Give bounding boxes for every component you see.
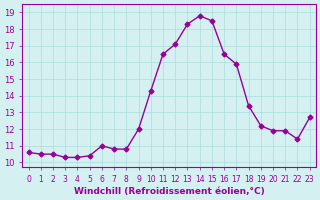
X-axis label: Windchill (Refroidissement éolien,°C): Windchill (Refroidissement éolien,°C) xyxy=(74,187,265,196)
